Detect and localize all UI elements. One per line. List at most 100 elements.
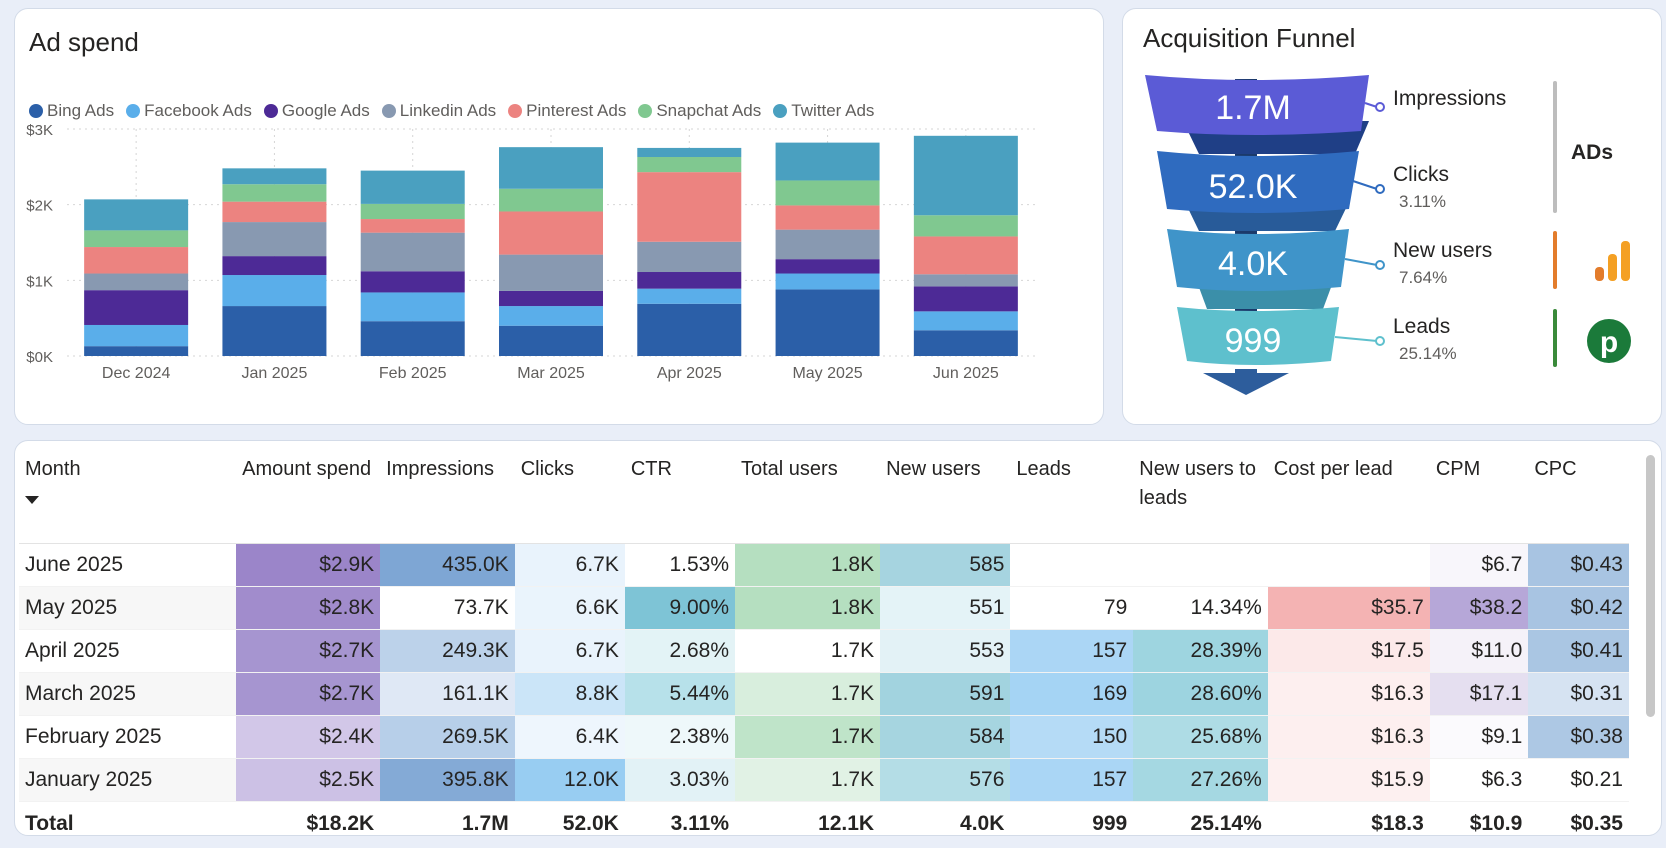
legend-item-twitter-ads[interactable]: Twitter Ads xyxy=(773,101,874,121)
bar-facebook-ads[interactable] xyxy=(499,306,603,326)
header-ctr[interactable]: CTR xyxy=(624,453,735,544)
funnel-pct-2: 3.11% xyxy=(1399,192,1446,211)
bar-twitter-ads[interactable] xyxy=(637,147,742,157)
header-total-users[interactable]: Total users xyxy=(735,453,881,544)
table-row[interactable]: January 2025 $2.5K 395.8K 12.0K 3.03% 1.7K 576… xyxy=(19,758,1629,802)
bar-linkedin-ads[interactable] xyxy=(913,274,1018,287)
pipedrive-divider xyxy=(1553,309,1557,367)
header-cpm[interactable]: CPM xyxy=(1429,453,1529,544)
bar-bing-ads[interactable] xyxy=(637,303,742,356)
bar-snapchat-ads[interactable] xyxy=(913,215,1018,237)
bar-twitter-ads[interactable] xyxy=(775,142,880,181)
bar-linkedin-ads[interactable] xyxy=(499,254,603,291)
funnel-stage-2[interactable] xyxy=(1157,151,1359,213)
total-ctr: 3.11% xyxy=(670,812,729,835)
header-new-users-to-leads[interactable]: New users to leads xyxy=(1133,453,1268,544)
ad-spend-card: Ad spend Bing Ads Facebook Ads Google Ads L… xyxy=(14,8,1104,425)
cell-new-users: 585 xyxy=(880,543,1011,587)
bar-google-ads[interactable] xyxy=(775,259,880,274)
header-new-users[interactable]: New users xyxy=(880,453,1011,544)
bar-snapchat-ads[interactable] xyxy=(222,184,327,202)
bar-pinterest-ads[interactable] xyxy=(775,205,880,230)
legend-item-google-ads[interactable]: Google Ads xyxy=(263,101,370,121)
bar-bing-ads[interactable] xyxy=(222,306,327,356)
x-tick-label: Jan 2025 xyxy=(242,365,308,382)
bar-linkedin-ads[interactable] xyxy=(775,229,880,260)
bar-twitter-ads[interactable] xyxy=(913,135,1018,216)
bar-bing-ads[interactable] xyxy=(775,289,880,356)
total-cpm: $10.9 xyxy=(1469,812,1523,835)
bar-bing-ads[interactable] xyxy=(499,325,603,356)
bar-linkedin-ads[interactable] xyxy=(637,241,742,273)
bar-google-ads[interactable] xyxy=(499,290,603,307)
total-month: Total xyxy=(25,812,74,835)
bar-facebook-ads[interactable] xyxy=(637,288,742,304)
header-amount[interactable]: Amount spend xyxy=(236,453,381,544)
bar-twitter-ads[interactable] xyxy=(84,199,189,231)
header-clicks[interactable]: Clicks xyxy=(514,453,625,544)
sort-desc-icon[interactable] xyxy=(25,496,39,504)
bar-snapchat-ads[interactable] xyxy=(499,188,603,212)
bar-snapchat-ads[interactable] xyxy=(637,156,742,173)
table-scrollbar[interactable] xyxy=(1646,455,1655,717)
bar-linkedin-ads[interactable] xyxy=(222,222,327,257)
bar-snapchat-ads[interactable] xyxy=(360,203,465,220)
funnel-value-1: 1.7M xyxy=(1215,89,1291,127)
bar-pinterest-ads[interactable] xyxy=(222,201,327,223)
bar-bing-ads[interactable] xyxy=(913,330,1018,356)
bar-linkedin-ads[interactable] xyxy=(360,232,465,272)
bar-google-ads[interactable] xyxy=(360,271,465,293)
header-cost-per-lead[interactable]: Cost per lead xyxy=(1267,453,1430,544)
table-row[interactable]: June 2025 $2.9K 435.0K 6.7K 1.53% 1.8K 585 $6.7… xyxy=(19,543,1629,587)
cell-ctr: 1.53% xyxy=(624,543,735,587)
bar-facebook-ads[interactable] xyxy=(360,292,465,322)
bar-twitter-ads[interactable] xyxy=(360,170,465,204)
funnel-stage-1[interactable] xyxy=(1145,75,1369,135)
bar-pinterest-ads[interactable] xyxy=(84,247,189,274)
total-leads: 999 xyxy=(1092,812,1128,835)
cell-month: June 2025 xyxy=(19,543,237,587)
cell-leads: 157 xyxy=(1010,629,1134,673)
bar-facebook-ads[interactable] xyxy=(775,273,880,290)
legend-item-pinterest-ads[interactable]: Pinterest Ads xyxy=(508,101,626,121)
cell-cost-per-lead: $15.9 xyxy=(1267,758,1430,802)
header-month[interactable]: Month xyxy=(19,453,237,544)
bar-google-ads[interactable] xyxy=(913,286,1018,312)
bar-facebook-ads[interactable] xyxy=(222,275,327,307)
header-leads[interactable]: Leads xyxy=(1010,453,1134,544)
cell-clicks: 6.7K xyxy=(514,543,625,587)
cell-total-users: 1.7K xyxy=(735,629,881,673)
bar-bing-ads[interactable] xyxy=(84,346,189,356)
table-row[interactable]: May 2025 $2.8K 73.7K 6.6K 9.00% 1.8K 551 79 14.3… xyxy=(19,586,1629,630)
funnel-stage-3[interactable] xyxy=(1167,229,1349,291)
chart-legend[interactable]: Bing Ads Facebook Ads Google Ads Linkedin A… xyxy=(29,101,874,121)
bar-linkedin-ads[interactable] xyxy=(84,273,189,291)
header-impressions[interactable]: Impressions xyxy=(380,453,515,544)
bar-snapchat-ads[interactable] xyxy=(84,230,189,248)
bar-google-ads[interactable] xyxy=(637,272,742,289)
legend-item-linkedin-ads[interactable]: Linkedin Ads xyxy=(381,101,496,121)
bar-pinterest-ads[interactable] xyxy=(913,236,1018,275)
bar-facebook-ads[interactable] xyxy=(84,324,189,347)
bar-pinterest-ads[interactable] xyxy=(637,172,742,242)
bar-google-ads[interactable] xyxy=(84,290,189,325)
table-row[interactable]: March 2025 $2.7K 161.1K 8.8K 5.44% 1.7K 591 169… xyxy=(19,672,1629,716)
bar-bing-ads[interactable] xyxy=(360,321,465,356)
bar-google-ads[interactable] xyxy=(222,256,327,276)
bar-pinterest-ads[interactable] xyxy=(360,219,465,233)
legend-item-snapchat-ads[interactable]: Snapchat Ads xyxy=(638,101,761,121)
legend-item-facebook-ads[interactable]: Facebook Ads xyxy=(126,101,252,121)
funnel-stage-4[interactable] xyxy=(1177,307,1339,365)
table-row[interactable]: February 2025 $2.4K 269.5K 6.4K 2.38% 1.7K 584… xyxy=(19,715,1629,759)
bar-twitter-ads[interactable] xyxy=(222,168,327,185)
table-row[interactable]: April 2025 $2.7K 249.3K 6.7K 2.68% 1.7K 553 157… xyxy=(19,629,1629,673)
cell-amount: $2.7K xyxy=(236,629,381,673)
bar-snapchat-ads[interactable] xyxy=(775,180,880,206)
bar-twitter-ads[interactable] xyxy=(499,147,603,189)
cell-nu-to-leads: 28.60% xyxy=(1133,672,1268,716)
header-cpc[interactable]: CPC xyxy=(1528,453,1629,544)
report-table: Month Amount spend Impressions Clicks CT… xyxy=(19,453,1629,846)
bar-facebook-ads[interactable] xyxy=(913,311,1018,331)
bar-pinterest-ads[interactable] xyxy=(499,211,603,255)
legend-item-bing-ads[interactable]: Bing Ads xyxy=(29,101,114,121)
